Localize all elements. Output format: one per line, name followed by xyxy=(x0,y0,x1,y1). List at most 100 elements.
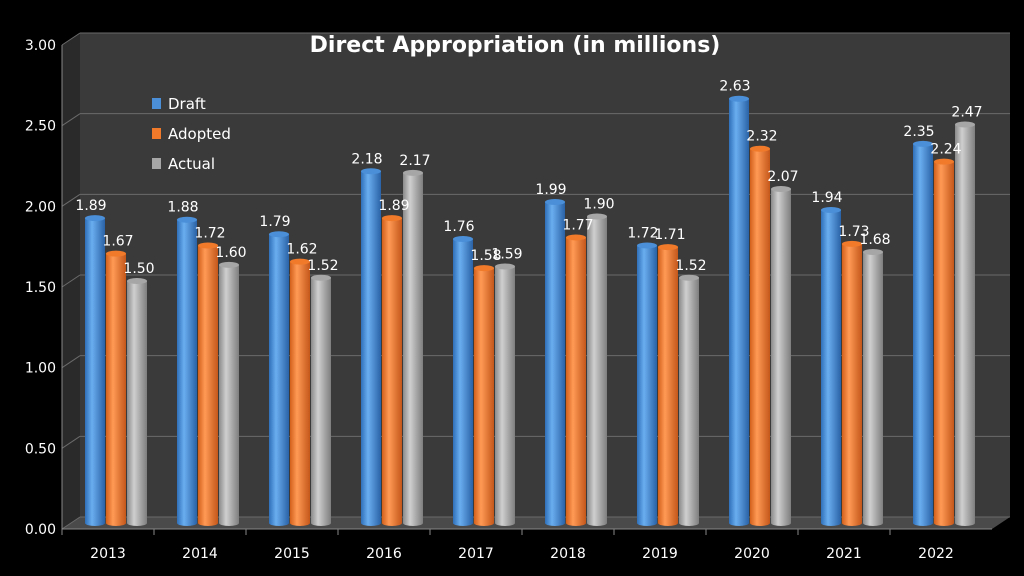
bar-draft-2016 xyxy=(361,168,381,526)
y-axis: 0.00 0.50 1.00 1.50 2.00 2.50 3.00 xyxy=(25,38,63,538)
bar-body xyxy=(545,201,565,524)
x-tick-label: 2017 xyxy=(458,546,494,562)
gridline-side xyxy=(61,113,81,127)
data-label: 1.88 xyxy=(167,200,198,216)
y-tick-label: 2.50 xyxy=(25,119,56,135)
x-tick-label: 2018 xyxy=(550,546,586,562)
bar-adopted-2018 xyxy=(566,234,586,526)
bar-adopted-2017 xyxy=(474,265,494,526)
bar-body xyxy=(361,171,381,523)
x-tick-label: 2019 xyxy=(642,546,678,562)
bar-adopted-2013 xyxy=(106,250,126,526)
data-label: 1.79 xyxy=(259,214,290,230)
bar-body xyxy=(934,161,954,523)
bar-adopted-2014 xyxy=(198,242,218,526)
bar-base xyxy=(679,520,699,526)
bar-actual-2020 xyxy=(771,186,791,526)
bar-draft-2013 xyxy=(85,215,105,526)
bar-actual-2019 xyxy=(679,274,699,526)
x-tick-label: 2016 xyxy=(366,546,402,562)
data-label: 1.94 xyxy=(811,190,842,206)
bar-body xyxy=(566,237,586,523)
bar-base xyxy=(955,520,975,526)
data-label: 2.47 xyxy=(951,105,982,121)
bar-base xyxy=(821,520,841,526)
legend-swatch-adopted xyxy=(152,128,161,139)
y-tick-label: 0.50 xyxy=(25,441,56,457)
bar-body xyxy=(453,239,473,523)
bar-actual-2022 xyxy=(955,121,975,526)
bar-base xyxy=(750,520,770,526)
bar-body xyxy=(750,148,770,523)
data-label: 2.17 xyxy=(399,153,430,169)
bar-adopted-2016 xyxy=(382,215,402,526)
data-label: 1.72 xyxy=(627,226,658,242)
bar-base xyxy=(453,520,473,526)
bar-base xyxy=(403,520,423,526)
y-tick-label: 1.00 xyxy=(25,361,56,377)
bar-base xyxy=(382,520,402,526)
bar-base xyxy=(311,520,331,526)
legend-swatch-draft xyxy=(152,98,161,109)
bar-adopted-2020 xyxy=(750,145,770,526)
bar-actual-2015 xyxy=(311,274,331,526)
bar-body xyxy=(637,245,657,524)
bar-top xyxy=(658,244,678,251)
bar-draft-2021 xyxy=(821,207,841,526)
data-label: 2.63 xyxy=(719,79,750,95)
bar-body xyxy=(269,234,289,524)
data-label: 1.50 xyxy=(123,261,154,277)
bar-top xyxy=(771,186,791,193)
data-label: 2.24 xyxy=(930,142,961,158)
bar-top xyxy=(913,140,933,147)
bar-body xyxy=(290,261,310,523)
bar-top xyxy=(403,169,423,176)
bar-top xyxy=(679,274,699,281)
bar-top xyxy=(955,121,975,128)
bar-body xyxy=(842,243,862,524)
bar-body xyxy=(219,264,239,523)
bar-base xyxy=(587,520,607,526)
x-tick-label: 2013 xyxy=(90,546,126,562)
bar-top xyxy=(198,242,218,249)
bar-body xyxy=(587,216,607,523)
bar-draft-2017 xyxy=(453,236,473,526)
bar-top xyxy=(311,274,331,281)
x-tick-label: 2014 xyxy=(182,546,218,562)
bar-base xyxy=(219,520,239,526)
bar-draft-2019 xyxy=(637,242,657,526)
legend-swatch-actual xyxy=(152,158,161,169)
bar-top xyxy=(290,258,310,265)
bar-base xyxy=(658,520,678,526)
bars xyxy=(85,95,975,526)
bar-base xyxy=(269,520,289,526)
bar-top xyxy=(821,207,841,214)
gridline-side xyxy=(61,32,81,46)
data-label: 1.60 xyxy=(215,245,246,261)
bar-actual-2014 xyxy=(219,261,239,526)
bar-base xyxy=(198,520,218,526)
data-label: 2.35 xyxy=(903,124,934,140)
legend: Draft Adopted Actual xyxy=(152,95,231,173)
bar-top xyxy=(219,261,239,268)
bar-base xyxy=(495,520,515,526)
bar-body xyxy=(474,268,494,523)
bar-base xyxy=(85,520,105,526)
bar-actual-2016 xyxy=(403,169,423,526)
bar-body xyxy=(863,251,883,523)
bar-actual-2013 xyxy=(127,278,147,526)
bar-body xyxy=(311,277,331,523)
data-label: 1.59 xyxy=(491,246,522,262)
bar-body xyxy=(658,247,678,523)
bar-base xyxy=(127,520,147,526)
x-tick-label: 2022 xyxy=(918,546,954,562)
data-label: 1.77 xyxy=(562,217,593,233)
bar-top xyxy=(750,145,770,152)
bar-top xyxy=(361,168,381,175)
data-label: 1.76 xyxy=(443,219,474,235)
bar-top xyxy=(729,95,749,102)
bar-top xyxy=(106,250,126,257)
data-label: 2.07 xyxy=(767,169,798,185)
bar-top xyxy=(453,236,473,243)
